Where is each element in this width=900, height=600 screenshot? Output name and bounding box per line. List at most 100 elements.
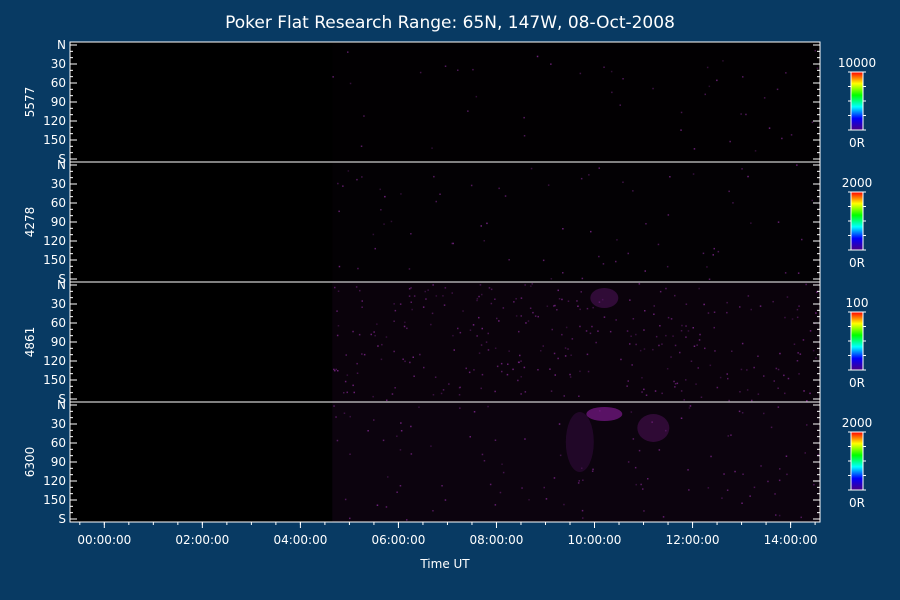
- noise-dot: [659, 290, 662, 293]
- noise-dot: [591, 325, 593, 328]
- noise-dot: [685, 379, 687, 381]
- noise-dot: [739, 306, 741, 308]
- noise-dot: [742, 473, 744, 475]
- noise-dot: [680, 417, 683, 419]
- noise-dot: [579, 72, 582, 75]
- noise-dot: [496, 317, 498, 320]
- noise-dot: [642, 488, 644, 490]
- y-tick-label: 90: [51, 95, 66, 109]
- noise-dot: [523, 135, 526, 137]
- noise-dot: [657, 243, 660, 246]
- noise-dot: [372, 233, 375, 236]
- noise-dot: [507, 363, 509, 365]
- noise-dot: [431, 147, 433, 149]
- noise-dot: [781, 137, 783, 140]
- noise-dot: [423, 366, 425, 369]
- noise-dot: [796, 316, 799, 319]
- noise-dot: [698, 287, 700, 290]
- panel-signal-region: [332, 402, 820, 522]
- noise-dot: [367, 430, 369, 432]
- noise-dot: [592, 468, 594, 471]
- noise-dot: [337, 290, 340, 292]
- noise-dot: [685, 325, 687, 327]
- x-tick-label: 12:00:00: [666, 533, 720, 547]
- noise-dot: [726, 489, 729, 491]
- noise-dot: [728, 190, 730, 193]
- noise-dot: [527, 320, 530, 322]
- colorbar: [850, 71, 864, 131]
- noise-dot: [393, 320, 395, 322]
- noise-dot: [520, 297, 523, 299]
- noise-dot: [590, 230, 592, 233]
- noise-dot: [562, 228, 564, 230]
- y-tick-label: 120: [43, 234, 66, 248]
- noise-dot: [680, 129, 682, 131]
- noise-dot: [520, 315, 522, 317]
- noise-dot: [501, 463, 503, 465]
- panel-5577: N 30 60 90 120 150 S 5577 10000 0R: [23, 38, 876, 166]
- noise-dot: [582, 479, 584, 481]
- noise-dot: [498, 187, 500, 190]
- noise-dot: [577, 482, 580, 484]
- noise-dot: [336, 439, 339, 442]
- noise-dot: [343, 412, 346, 414]
- noise-dot: [796, 164, 798, 166]
- noise-dot: [410, 301, 412, 303]
- colorbar-max-label: 10000: [838, 56, 876, 70]
- noise-dot: [785, 72, 787, 74]
- noise-dot: [476, 297, 479, 300]
- noise-dot: [558, 298, 561, 300]
- noise-dot: [632, 438, 635, 440]
- noise-dot: [432, 394, 435, 396]
- noise-dot: [774, 493, 776, 495]
- noise-dot: [338, 210, 340, 213]
- noise-dot: [431, 312, 434, 315]
- noise-dot: [753, 366, 755, 369]
- panel-6300: N 30 60 90 120 150 S 6300 2000 0R: [23, 398, 872, 526]
- noise-dot: [779, 468, 781, 470]
- noise-dot: [383, 223, 385, 225]
- noise-dot: [784, 392, 786, 395]
- noise-dot: [553, 477, 556, 479]
- noise-dot: [481, 373, 484, 376]
- noise-dot: [387, 476, 389, 478]
- noise-dot: [723, 473, 725, 475]
- noise-dot: [394, 387, 396, 389]
- noise-dot: [553, 305, 555, 307]
- noise-dot: [374, 334, 376, 337]
- noise-dot: [662, 516, 665, 518]
- noise-dot: [658, 449, 661, 451]
- noise-dot: [777, 221, 780, 223]
- noise-dot: [746, 369, 748, 371]
- noise-dot: [767, 480, 769, 483]
- noise-dot: [674, 386, 676, 388]
- noise-dot: [409, 361, 411, 364]
- noise-dot: [469, 436, 471, 438]
- noise-dot: [562, 272, 564, 274]
- noise-dot: [577, 305, 579, 307]
- noise-dot: [413, 375, 415, 377]
- noise-dot: [480, 387, 482, 390]
- noise-dot: [457, 327, 459, 330]
- noise-dot: [353, 391, 355, 394]
- noise-dot: [666, 265, 669, 268]
- noise-dot: [680, 390, 683, 392]
- noise-dot: [528, 499, 530, 501]
- noise-dot: [473, 411, 476, 413]
- noise-dot: [458, 387, 461, 389]
- noise-dot: [609, 330, 612, 333]
- noise-dot: [699, 333, 701, 336]
- noise-dot: [806, 400, 808, 402]
- noise-dot: [730, 434, 732, 436]
- x-tick-label: 14:00:00: [764, 533, 818, 547]
- noise-dot: [504, 195, 507, 197]
- noise-dot: [382, 439, 385, 442]
- noise-dot: [534, 315, 537, 317]
- noise-dot: [704, 347, 706, 350]
- noise-dot: [487, 332, 489, 335]
- noise-dot: [400, 193, 402, 195]
- noise-dot: [665, 287, 667, 290]
- noise-dot: [803, 390, 805, 392]
- noise-dot: [586, 307, 589, 310]
